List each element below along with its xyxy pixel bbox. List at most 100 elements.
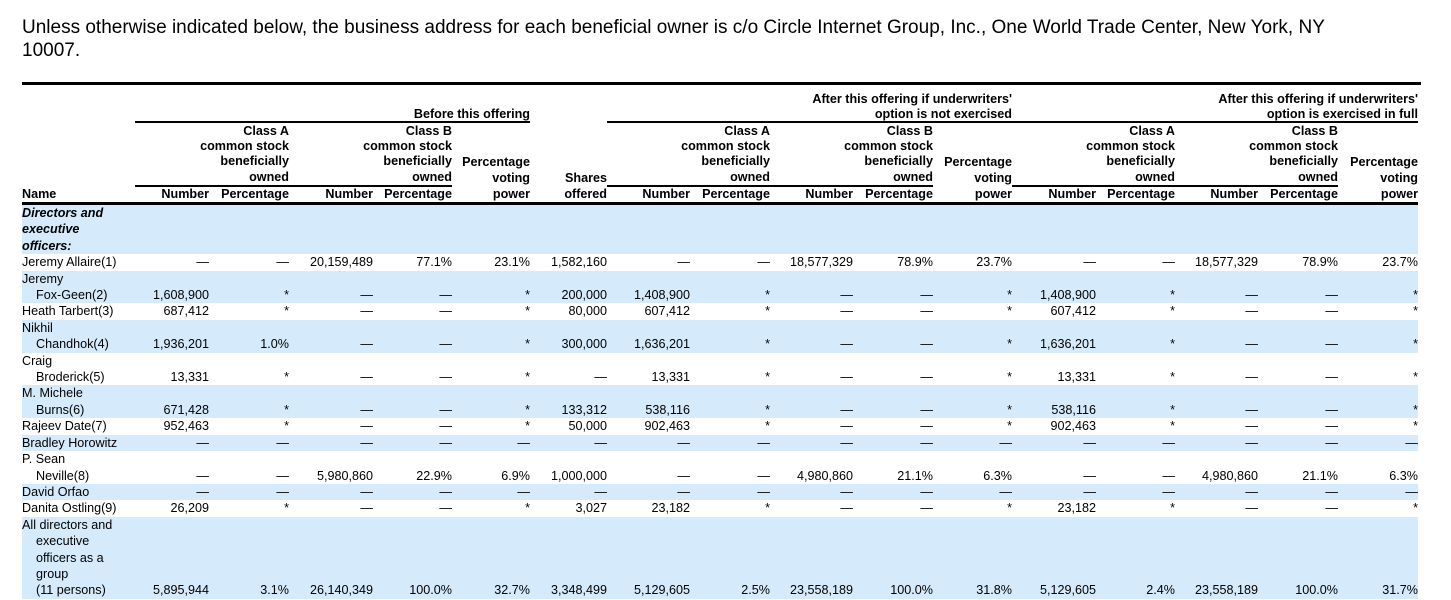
value-cell: — — [1325, 419, 1338, 434]
value-cell: 687,412 — [163, 304, 209, 319]
value-cell: * — [1170, 419, 1175, 434]
percentage-header: Percentage — [690, 186, 770, 205]
value-cell: — — [1175, 319, 1258, 353]
percentage-header: Percentage — [373, 186, 452, 205]
value-cell — [1096, 203, 1175, 255]
owner-name: Rajeev Date(7) — [22, 418, 135, 434]
value-cell: 26,209 — [170, 501, 209, 516]
value-cell: — — [1083, 468, 1096, 483]
owner-name: Jeremy Fox-Geen(2) — [22, 270, 135, 304]
value-cell — [770, 203, 853, 255]
owner-name: Heath Tarbert(3) — [22, 303, 135, 319]
value-cell: * — [209, 385, 289, 419]
owner-name: Nikhil Chandhok(4) — [22, 319, 135, 353]
value-cell: — — [373, 385, 452, 419]
value-cell: 902,463 — [1050, 419, 1096, 434]
value-cell: * — [690, 385, 770, 419]
number-header: Number — [1175, 186, 1258, 205]
value-cell: 1,582,160 — [550, 255, 607, 270]
value-cell: — — [1096, 483, 1175, 501]
value-cell — [289, 203, 373, 255]
value-cell: * — [525, 419, 530, 434]
value-cell: 23,558,189 — [1175, 516, 1258, 599]
voting-power-header-cont: power — [452, 186, 530, 205]
value-cell: — — [360, 501, 373, 516]
value-cell: 952,463 — [163, 419, 209, 434]
value-cell: — — [920, 370, 933, 385]
value-cell: — — [1175, 270, 1258, 304]
value-cell: — — [452, 434, 530, 452]
value-cell: — — [135, 483, 209, 501]
value-cell: 31.7% — [1338, 516, 1418, 599]
beneficial-ownership-table: Before this offering After this offering… — [22, 85, 1418, 599]
value-cell: 5,895,944 — [135, 516, 209, 599]
value-cell: — — [690, 434, 770, 452]
value-cell: * — [1413, 304, 1418, 319]
owner-name: David Orfao — [22, 483, 135, 501]
voting-power-header: Percentage voting — [462, 155, 530, 185]
value-cell: 23.7% — [976, 255, 1012, 270]
value-cell: — — [594, 370, 607, 385]
table-row: Jeremy Fox-Geen(2) 1,608,900 * — — * 200,000 1,4… — [22, 270, 1418, 304]
value-cell — [530, 203, 607, 255]
table-row: Bradley Horowitz — — — — — — — — — — — — — — — — — [22, 434, 1418, 452]
value-cell: 671,428 — [135, 385, 209, 419]
shares-offered-header-cont: offered — [530, 186, 607, 205]
value-cell — [135, 203, 209, 255]
value-cell: 6.3% — [1389, 468, 1418, 483]
value-cell: 18,577,329 — [1194, 255, 1258, 270]
owner-name: M. Michele Burns(6) — [22, 385, 135, 419]
value-cell: * — [1170, 370, 1175, 385]
group-before-offering: Before this offering — [135, 85, 530, 123]
value-cell: 100.0% — [853, 516, 933, 599]
value-cell: — — [770, 270, 853, 304]
value-cell: 5,980,860 — [316, 468, 373, 483]
name-line: Burns(6) — [36, 402, 85, 417]
value-cell — [853, 203, 933, 255]
value-cell: * — [452, 385, 530, 419]
value-cell: 4,980,860 — [796, 468, 853, 483]
value-cell: 3.1% — [209, 516, 289, 599]
value-cell: — — [289, 385, 373, 419]
value-cell: 3,027 — [575, 501, 607, 516]
value-cell: — — [1162, 255, 1175, 270]
value-cell: * — [525, 304, 530, 319]
value-cell: * — [933, 385, 1012, 419]
name-line: Craig — [22, 353, 53, 368]
value-cell: — — [530, 483, 607, 501]
value-cell — [1258, 203, 1338, 255]
value-cell: * — [1413, 419, 1418, 434]
value-cell: — — [289, 270, 373, 304]
value-cell: * — [1413, 501, 1418, 516]
value-cell: — — [373, 270, 452, 304]
voting-power-header: Percentage voting — [944, 155, 1012, 185]
name-line: Bradley Horowitz — [22, 435, 118, 450]
value-cell: 607,412 — [644, 304, 690, 319]
value-cell: 2.5% — [690, 516, 770, 599]
voting-power-header-cont: power — [933, 186, 1012, 205]
value-cell: 6.9% — [501, 468, 530, 483]
number-header: Number — [607, 186, 690, 205]
class-b-header: Class B common stock beneficially owned — [770, 122, 933, 187]
table-row: Danita Ostling(9) 26,209 * — — * 3,027 23,182 * —… — [22, 500, 1418, 516]
value-cell: * — [765, 370, 770, 385]
value-cell: — — [135, 434, 209, 452]
value-cell: * — [1096, 385, 1175, 419]
table-row: David Orfao — — — — — — — — — — — — — — — — — [22, 483, 1418, 501]
value-cell: — — [1258, 483, 1338, 501]
value-cell: — — [1083, 255, 1096, 270]
value-cell: * — [525, 501, 530, 516]
value-cell: — — [196, 468, 209, 483]
name-line: officers: — [22, 238, 72, 253]
value-cell: 1,636,201 — [607, 319, 690, 353]
owner-name: P. Sean Neville(8) — [22, 451, 135, 484]
value-cell: 4,980,860 — [1201, 468, 1258, 483]
value-cell: — — [360, 419, 373, 434]
value-cell: — — [1175, 434, 1258, 452]
value-cell: 31.8% — [933, 516, 1012, 599]
value-cell: 2.4% — [1096, 516, 1175, 599]
name-line: David Orfao — [22, 484, 90, 499]
value-cell: 5,129,605 — [607, 516, 690, 599]
